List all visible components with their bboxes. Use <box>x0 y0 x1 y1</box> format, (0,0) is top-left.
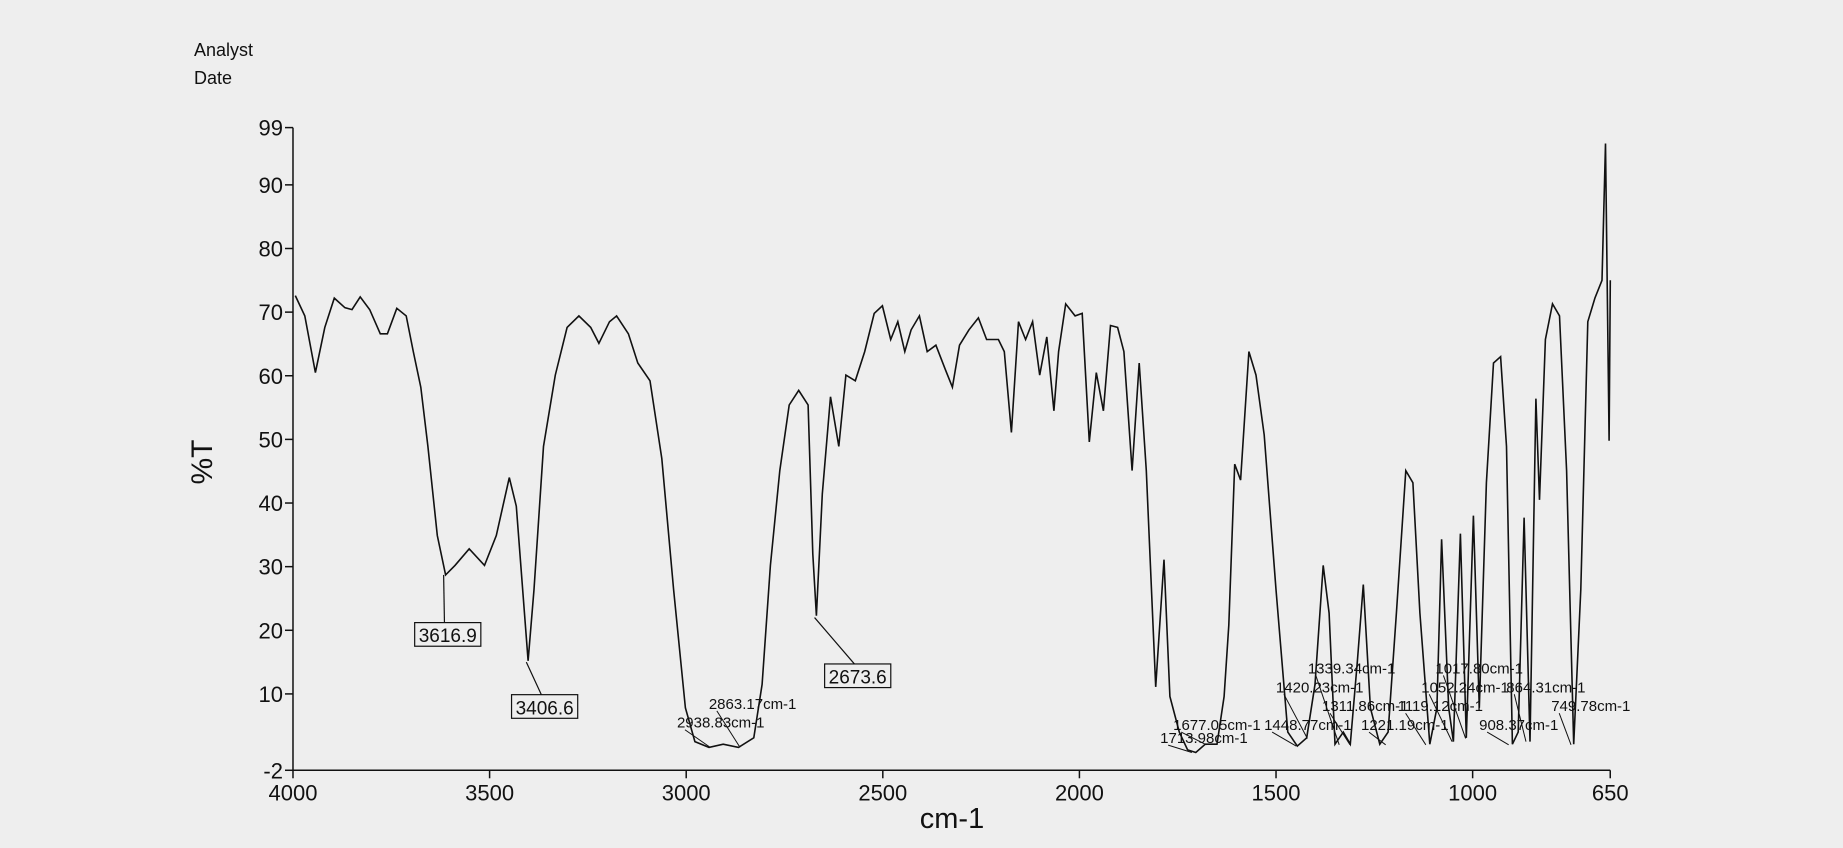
annotation-label: 864.31cm-1 <box>1506 679 1585 696</box>
annotation-label: 1221.19cm-1 <box>1361 717 1449 734</box>
annotation-leader <box>1558 713 1572 746</box>
y-axis-label: %T <box>186 440 219 485</box>
annotation-leader <box>1442 675 1467 739</box>
annotation-label: 1052.24cm-1 <box>1421 679 1509 696</box>
annotation-leader <box>1271 731 1297 747</box>
annotation-label: 1017.80cm-1 <box>1435 660 1523 677</box>
annotation-label: 908.37cm-1 <box>1479 717 1558 734</box>
annotation-leader <box>684 729 711 748</box>
annotation-label: 2863.17cm-1 <box>709 696 797 713</box>
x-tick-label: 3500 <box>465 780 514 805</box>
annotation-leader <box>1428 694 1453 742</box>
annotation-label: 2938.83cm-1 <box>677 715 765 732</box>
y-tick-label: 70 <box>259 300 283 325</box>
y-tick-label: 40 <box>259 491 283 516</box>
y-tick-label: -2 <box>263 758 283 783</box>
annotation-leader <box>1513 694 1527 742</box>
y-tick-label: 60 <box>259 364 283 389</box>
header-date: Date <box>194 68 232 88</box>
y-tick-label: 30 <box>259 555 283 580</box>
annotation-label: 3616.9 <box>419 626 477 647</box>
annotation-leader <box>525 661 542 695</box>
annotation-leader <box>1405 712 1427 746</box>
x-tick-label: 650 <box>1592 780 1629 805</box>
x-tick-label: 2000 <box>1055 780 1104 805</box>
y-tick-label: 80 <box>259 236 283 261</box>
annotation-label: 749.78cm-1 <box>1551 698 1630 715</box>
annotation-leader <box>1368 731 1386 746</box>
y-tick-label: 50 <box>259 427 283 452</box>
y-tick-label: 90 <box>259 173 283 198</box>
header-analyst: Analyst <box>194 40 253 60</box>
annotation-leader <box>1329 712 1351 746</box>
annotation-label: 2673.6 <box>829 668 887 689</box>
annotation-label: 1339.34cm-1 <box>1308 660 1396 677</box>
annotation-leader <box>1167 744 1193 753</box>
annotation-leader <box>1315 675 1340 745</box>
annotation-box <box>414 622 482 647</box>
annotation-label: 1713.98cm-1 <box>1160 730 1248 747</box>
x-tick-label: 1500 <box>1252 780 1301 805</box>
annotation-leader <box>1283 694 1308 739</box>
x-tick-label: 3000 <box>662 780 711 805</box>
x-tick-label: 2500 <box>858 780 907 805</box>
annotation-leader <box>716 710 741 748</box>
y-tick-label: 10 <box>259 682 283 707</box>
annotation-leader <box>814 617 855 665</box>
annotation-box <box>824 663 892 689</box>
spectrum-line <box>294 143 1612 754</box>
y-tick-label: 20 <box>259 618 283 643</box>
y-tick-label: 99 <box>259 116 283 141</box>
x-tick-label: 1000 <box>1448 780 1497 805</box>
annotation-leader <box>443 574 446 623</box>
annotation-label: 1119.12cm-1 <box>1398 698 1483 715</box>
x-axis-label: cm-1 <box>920 803 984 835</box>
annotation-label: 3406.6 <box>516 698 574 719</box>
annotation-box <box>510 694 579 719</box>
annotation-label: 1311.86cm-1 <box>1322 698 1408 715</box>
annotation-leader <box>1180 731 1207 746</box>
x-tick-label: 4000 <box>269 780 318 805</box>
annotation-label: 1448.77cm-1 <box>1264 717 1352 734</box>
annotation-label: 1677.05cm-1 <box>1173 717 1261 734</box>
annotation-leader <box>1486 731 1509 746</box>
